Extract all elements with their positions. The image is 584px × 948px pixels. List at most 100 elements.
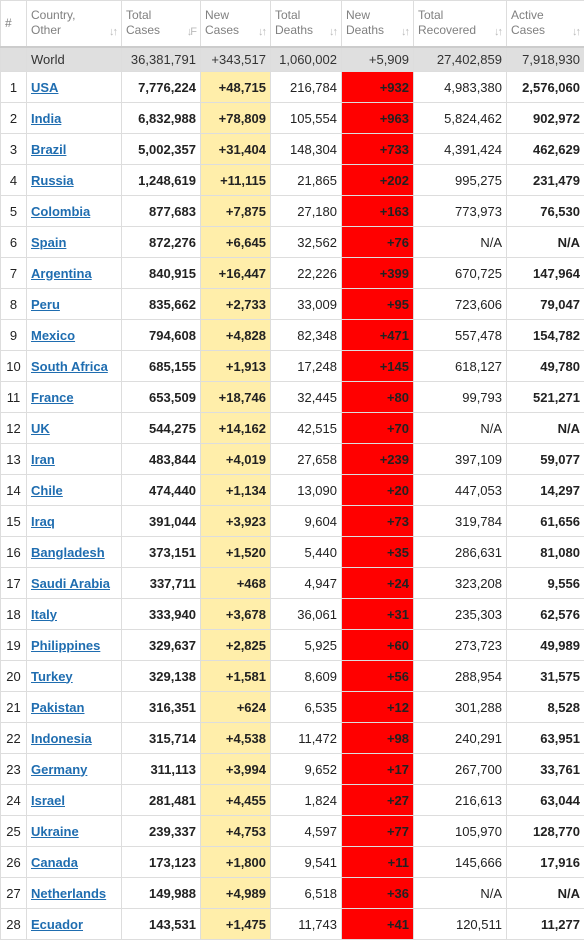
total-recovered: 286,631	[413, 536, 507, 568]
country-link[interactable]: Colombia	[31, 203, 91, 219]
total-cases: 391,044	[121, 505, 201, 537]
country-link[interactable]: Italy	[31, 606, 58, 622]
country-cell: Turkey	[26, 660, 122, 692]
country-link[interactable]: Spain	[31, 234, 67, 250]
country-link[interactable]: Iraq	[31, 513, 55, 529]
table-row: 27 Netherlands 149,988 +4,989 6,518 +36 N/A N/A	[0, 877, 584, 909]
country-cell: UK	[26, 412, 122, 444]
world-total-deaths: 1,060,002	[270, 46, 342, 72]
total-deaths: 105,554	[270, 102, 342, 134]
total-cases: 316,351	[121, 691, 201, 723]
country-link[interactable]: Germany	[31, 761, 88, 777]
table-row: 23 Germany 311,113 +3,994 9,652 +17 267,700 33,…	[0, 753, 584, 785]
header-country[interactable]: Country, Other ↓↑	[26, 0, 122, 48]
total-recovered: 267,700	[413, 753, 507, 785]
sort-arrows-icon[interactable]: ↓↑	[109, 25, 118, 38]
country-link[interactable]: Brazil	[31, 141, 67, 157]
new-cases: +1,913	[200, 350, 271, 382]
country-link[interactable]: Mexico	[31, 327, 76, 343]
country-link[interactable]: India	[31, 110, 62, 126]
row-number: 28	[0, 908, 27, 940]
header-new-deaths[interactable]: New Deaths ↓↑	[341, 0, 414, 48]
country-link[interactable]: Saudi Arabia	[31, 575, 110, 591]
total-deaths: 9,652	[270, 753, 342, 785]
country-link[interactable]: Peru	[31, 296, 60, 312]
country-link[interactable]: Argentina	[31, 265, 92, 281]
total-recovered: N/A	[413, 412, 507, 444]
total-deaths: 17,248	[270, 350, 342, 382]
new-cases: +1,520	[200, 536, 271, 568]
total-cases: 483,844	[121, 443, 201, 475]
country-link[interactable]: Israel	[31, 792, 65, 808]
country-link[interactable]: Philippines	[31, 637, 101, 653]
table-row: 28 Ecuador 143,531 +1,475 11,743 +41 120,511 11…	[0, 908, 584, 940]
total-recovered: 99,793	[413, 381, 507, 413]
total-cases: 337,711	[121, 567, 201, 599]
total-recovered: 618,127	[413, 350, 507, 382]
header-active-cases[interactable]: Active Cases ↓↑	[506, 0, 584, 48]
table-row: 18 Italy 333,940 +3,678 36,061 +31 235,303 62,5…	[0, 598, 584, 630]
sort-arrows-icon[interactable]: ↓↑	[494, 25, 503, 38]
sort-arrows-icon[interactable]: ↓↑	[329, 25, 338, 38]
new-deaths: +98	[341, 722, 414, 754]
total-deaths: 32,562	[270, 226, 342, 258]
total-recovered: 773,973	[413, 195, 507, 227]
country-link[interactable]: Russia	[31, 172, 74, 188]
sort-arrows-icon[interactable]: ↓↑	[401, 25, 410, 38]
table-row: 3 Brazil 5,002,357 +31,404 148,304 +733 4,391,…	[0, 133, 584, 165]
country-link[interactable]: South Africa	[31, 358, 108, 374]
header-new-cases[interactable]: New Cases ↓↑	[200, 0, 271, 48]
active-cases: 49,989	[506, 629, 584, 661]
country-cell: Peru	[26, 288, 122, 320]
country-link[interactable]: UK	[31, 420, 50, 436]
total-deaths: 9,604	[270, 505, 342, 537]
total-deaths: 216,784	[270, 71, 342, 103]
table-row: 1 USA 7,776,224 +48,715 216,784 +932 4,983,380…	[0, 71, 584, 103]
country-cell: Ecuador	[26, 908, 122, 940]
country-link[interactable]: Netherlands	[31, 885, 107, 901]
total-recovered: 105,970	[413, 815, 507, 847]
sort-arrows-icon[interactable]: ↓↑	[258, 25, 267, 38]
country-cell: Italy	[26, 598, 122, 630]
country-link[interactable]: Canada	[31, 854, 78, 870]
row-number: 27	[0, 877, 27, 909]
total-cases: 329,637	[121, 629, 201, 661]
country-cell: Mexico	[26, 319, 122, 351]
new-cases: +7,875	[200, 195, 271, 227]
country-cell: Israel	[26, 784, 122, 816]
row-number: 22	[0, 722, 27, 754]
table-row: 14 Chile 474,440 +1,134 13,090 +20 447,053 14,2…	[0, 474, 584, 506]
new-deaths: +24	[341, 567, 414, 599]
new-deaths: +95	[341, 288, 414, 320]
total-deaths: 21,865	[270, 164, 342, 196]
header-total-cases[interactable]: Total Cases ↓F	[121, 0, 201, 48]
header-total-recovered[interactable]: Total Recovered ↓↑	[413, 0, 507, 48]
active-cases: 79,047	[506, 288, 584, 320]
country-link[interactable]: Ecuador	[31, 916, 84, 932]
new-deaths: +60	[341, 629, 414, 661]
sort-arrows-icon[interactable]: ↓F	[186, 25, 197, 38]
total-cases: 143,531	[121, 908, 201, 940]
country-link[interactable]: Chile	[31, 482, 63, 498]
country-link[interactable]: Indonesia	[31, 730, 92, 746]
country-cell: Germany	[26, 753, 122, 785]
country-link[interactable]: Bangladesh	[31, 544, 105, 560]
country-link[interactable]: Pakistan	[31, 699, 85, 715]
table-row: 15 Iraq 391,044 +3,923 9,604 +73 319,784 61,656	[0, 505, 584, 537]
sort-arrows-icon[interactable]: ↓↑	[572, 25, 581, 38]
table-row: 20 Turkey 329,138 +1,581 8,609 +56 288,954 31,5…	[0, 660, 584, 692]
total-cases: 794,608	[121, 319, 201, 351]
active-cases: 33,761	[506, 753, 584, 785]
country-link[interactable]: France	[31, 389, 74, 405]
new-deaths: +76	[341, 226, 414, 258]
country-link[interactable]: Ukraine	[31, 823, 79, 839]
header-total-deaths[interactable]: Total Deaths ↓↑	[270, 0, 342, 48]
header-country-label: Country, Other	[31, 8, 76, 38]
row-number: 19	[0, 629, 27, 661]
country-cell: Chile	[26, 474, 122, 506]
table-row: 26 Canada 173,123 +1,800 9,541 +11 145,666 17,9…	[0, 846, 584, 878]
country-link[interactable]: Iran	[31, 451, 55, 467]
country-link[interactable]: USA	[31, 79, 59, 95]
new-cases: +11,115	[200, 164, 271, 196]
country-link[interactable]: Turkey	[31, 668, 73, 684]
